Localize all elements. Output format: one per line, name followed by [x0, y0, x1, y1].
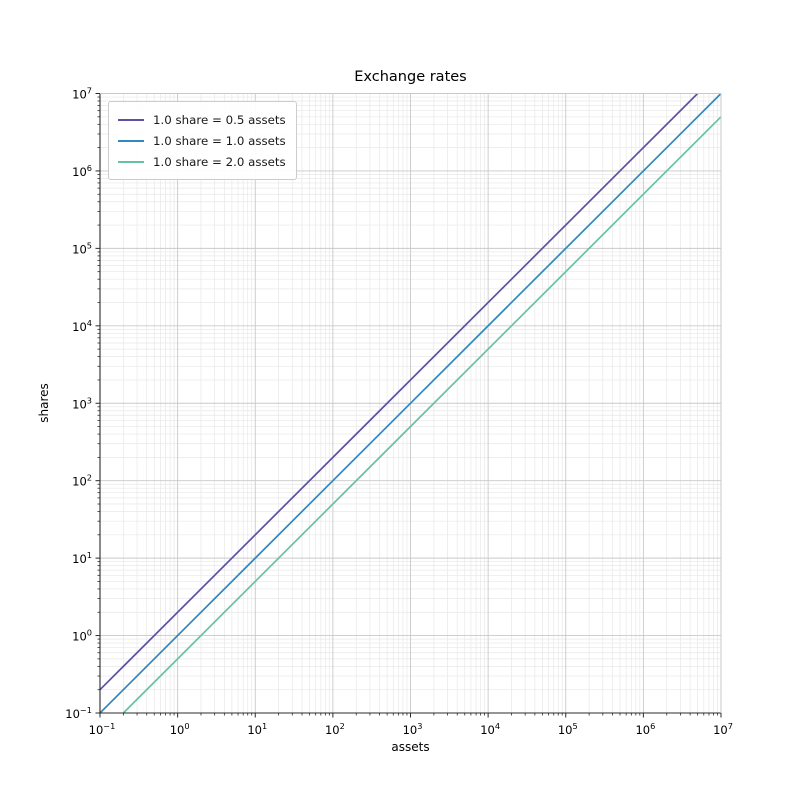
x-tick-label: 100 [170, 721, 190, 737]
y-tick-label: 102 [72, 473, 92, 489]
legend-swatch [118, 118, 144, 121]
x-tick-label: 107 [713, 721, 733, 737]
legend-swatch [118, 139, 144, 142]
chart-title: Exchange rates [354, 69, 467, 85]
x-tick-label: 10−1 [89, 721, 116, 737]
x-tick-label: 101 [247, 721, 267, 737]
legend-item-label: 1.0 share = 2.0 assets [153, 154, 286, 169]
y-tick-label: 100 [72, 628, 92, 644]
x-tick-label: 105 [558, 721, 578, 737]
y-tick-label: 106 [72, 163, 92, 179]
x-tick-label: 104 [480, 721, 500, 737]
y-tick-label: 103 [72, 395, 92, 411]
legend-item: 1.0 share = 1.0 assets [118, 130, 286, 151]
y-tick-label: 107 [72, 86, 92, 102]
legend: 1.0 share = 0.5 assets 1.0 share = 1.0 a… [108, 101, 297, 180]
series-line-1 [99, 92, 722, 714]
y-axis-label: shares [37, 383, 51, 423]
legend-swatch [118, 160, 144, 163]
y-tick-label: 10−1 [65, 705, 92, 721]
x-tick-label: 103 [403, 721, 423, 737]
legend-item: 1.0 share = 0.5 assets [118, 109, 286, 130]
x-tick-label: 102 [325, 721, 345, 737]
series-line-2 [122, 116, 722, 714]
legend-item: 1.0 share = 2.0 assets [118, 151, 286, 172]
legend-item-label: 1.0 share = 1.0 assets [153, 133, 286, 148]
y-tick-label: 101 [72, 550, 92, 566]
x-axis-label: assets [391, 740, 430, 754]
y-tick-label: 105 [72, 240, 92, 256]
legend-item-label: 1.0 share = 0.5 assets [153, 112, 286, 127]
y-tick-label: 104 [72, 318, 92, 334]
series-line-0 [99, 92, 699, 691]
x-tick-label: 106 [635, 721, 655, 737]
